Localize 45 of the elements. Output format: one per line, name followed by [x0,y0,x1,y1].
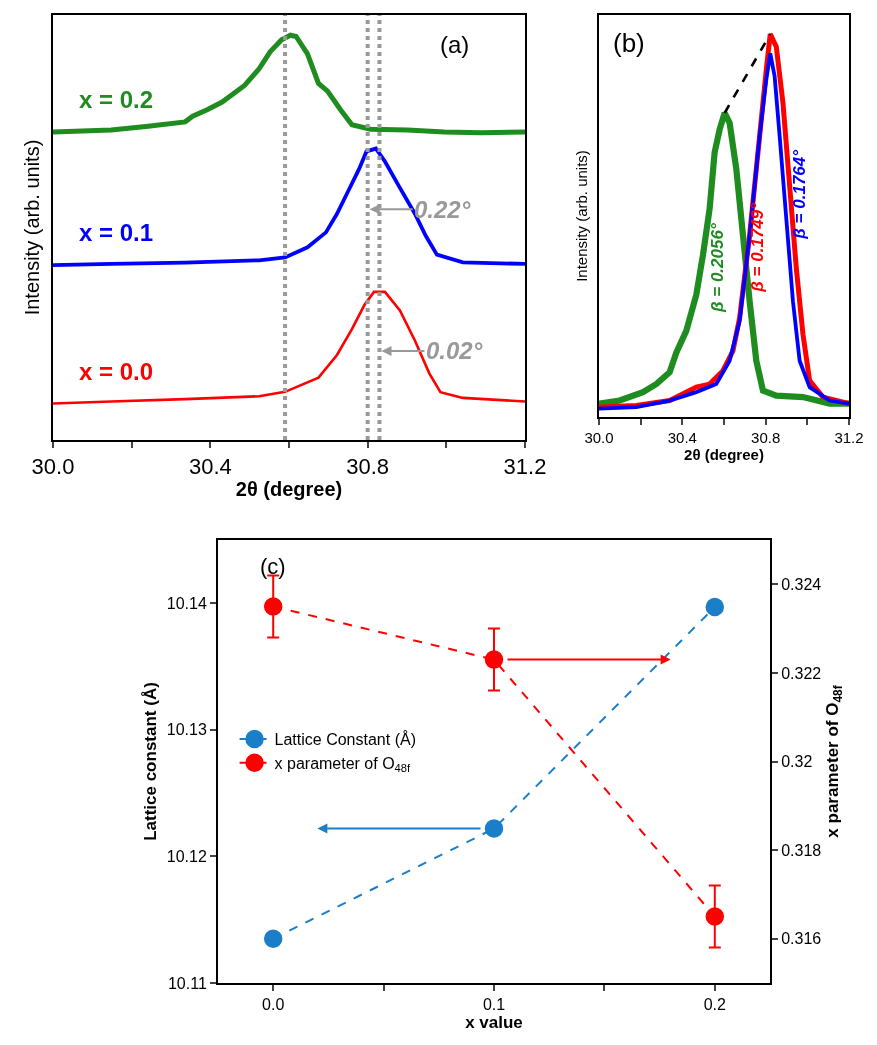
y-tick-label: 10.12 [166,848,207,866]
y2-tick-label: 0.324 [781,575,822,593]
annotation: 0.02° [426,337,483,364]
legend-label: x parameter of O$_{48f}$ [274,754,412,775]
x-tick-label: 0.0 [262,996,285,1014]
y-axis-title: Lattice constant (Å) [140,682,160,841]
x-axis-title: 2θ (degree) [684,446,764,463]
x-tick-label: 30.4 [188,454,232,480]
annotation: β = 0.1764° [790,149,810,240]
y2-tick-label: 0.316 [781,930,822,948]
x-tick-label: 30.4 [667,429,697,446]
x-tick-label: 31.2 [834,429,864,446]
x-tick-label: 30.0 [31,454,75,480]
y2-tick-label: 0.318 [781,841,822,859]
y-tick-label: 10.11 [167,974,207,992]
y-axis-title: Intensity (arb. units) [21,139,43,316]
x-tick-label: 0.2 [703,996,727,1014]
y-axis-title: Intensity (arb. units) [572,150,590,282]
legend-label: Lattice Constant (Å) [274,730,416,749]
annotation: β = 0.1749° [748,202,768,293]
series-label: x = 0.0 [79,358,154,385]
annotation: (c) [260,554,286,579]
annotation: (b) [613,28,645,58]
series-label: x = 0.2 [79,86,154,113]
x-tick-label: 31.2 [503,454,547,480]
point [705,597,725,617]
x-tick-label: 30.8 [751,429,781,446]
point [263,597,283,616]
point [705,907,725,926]
annotation: 0.22° [414,196,471,223]
annotation: (a) [440,31,470,58]
x-tick-label: 30.8 [346,454,390,480]
x-axis-title: x value [465,1013,523,1033]
y-tick-label: 10.14 [166,594,207,612]
x-axis-title: 2θ (degree) [235,478,343,501]
x-tick-label: 30.0 [584,429,614,446]
annotation: β = 0.2056° [708,223,728,314]
y2-tick-label: 0.32 [781,753,813,771]
y-tick-label: 10.13 [166,721,207,739]
x-tick-label: 0.1 [482,996,506,1014]
point [484,819,504,838]
point [484,650,504,669]
point [263,929,283,948]
y2-tick-label: 0.322 [781,664,822,682]
series-label: x = 0.1 [79,219,154,246]
